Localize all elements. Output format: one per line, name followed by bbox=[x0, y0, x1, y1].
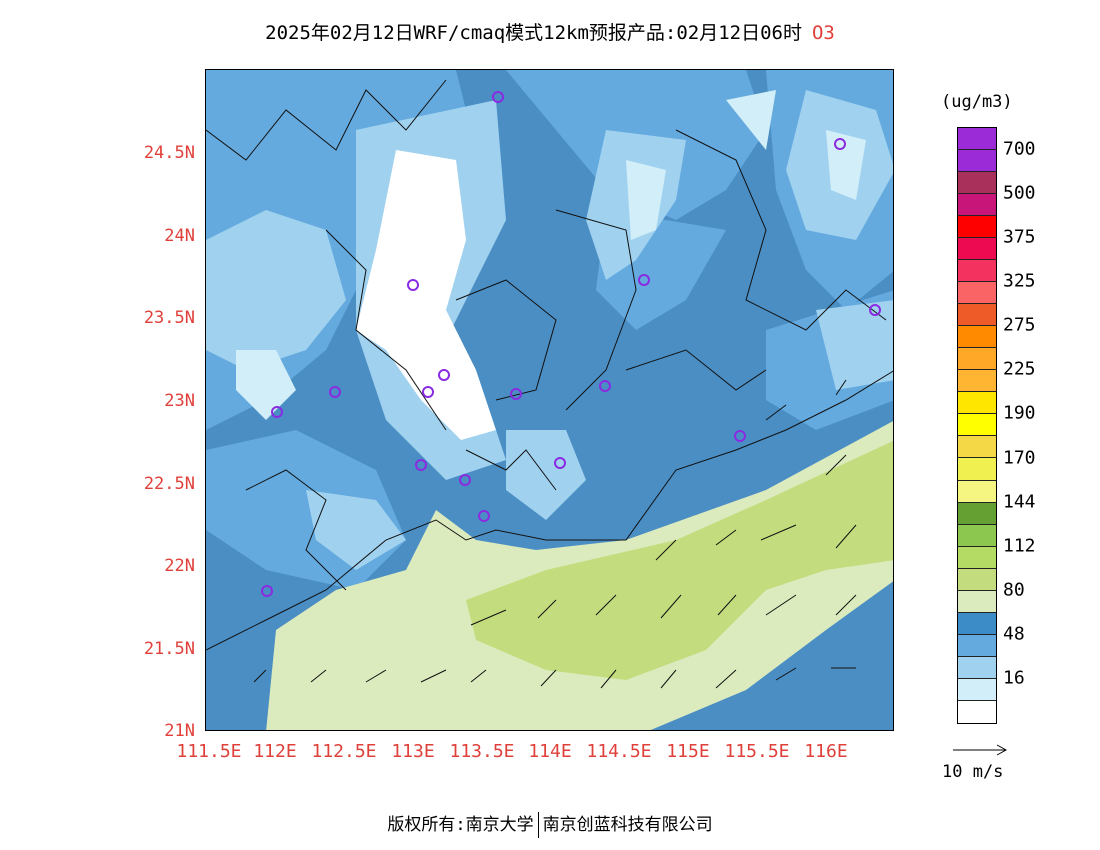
legend-label: 275 bbox=[1003, 314, 1036, 336]
y-tick-label: 22N bbox=[164, 556, 195, 576]
legend-unit: (ug/m3) bbox=[941, 92, 1013, 112]
x-tick-label: 113E bbox=[391, 741, 435, 762]
legend-swatch bbox=[958, 392, 996, 415]
legend-label: 16 bbox=[1003, 667, 1025, 689]
legend-swatch bbox=[958, 634, 996, 657]
x-tick-label: 116E bbox=[804, 741, 848, 762]
y-tick-label: 23.5N bbox=[143, 308, 195, 328]
contour-112-144 bbox=[466, 440, 893, 680]
x-tick-label: 114E bbox=[528, 741, 572, 762]
y-tick-label: 22.5N bbox=[143, 474, 195, 494]
footer-right: 南京创蓝科技有限公司 bbox=[542, 815, 713, 835]
legend-label: 170 bbox=[1003, 447, 1036, 469]
legend-swatch bbox=[958, 700, 996, 723]
legend-label: 700 bbox=[1003, 138, 1036, 160]
legend-swatch bbox=[958, 524, 996, 547]
vector-reference-label: 10 m/s bbox=[942, 762, 1004, 782]
x-tick-label: 112E bbox=[253, 741, 297, 762]
legend-label: 112 bbox=[1003, 535, 1036, 557]
x-tick-label: 115.5E bbox=[724, 741, 790, 762]
y-tick-label: 21N bbox=[164, 721, 195, 741]
contour-white bbox=[356, 150, 496, 440]
footer-left: 版权所有:南京大学 bbox=[387, 815, 534, 835]
ozone-field-map bbox=[206, 70, 893, 730]
contour-ocean-blue bbox=[650, 581, 893, 730]
y-tick-label: 24N bbox=[164, 226, 195, 246]
legend-swatch bbox=[958, 370, 996, 393]
map-panel bbox=[205, 69, 894, 731]
contour-16-48 bbox=[206, 90, 893, 570]
legend-swatch bbox=[958, 612, 996, 635]
legend-label: 225 bbox=[1003, 358, 1036, 380]
x-tick-label: 111.5E bbox=[176, 741, 242, 762]
legend-swatch bbox=[958, 414, 996, 437]
legend-label: 500 bbox=[1003, 182, 1036, 204]
x-tick-label: 115E bbox=[666, 741, 710, 762]
legend-swatch bbox=[958, 326, 996, 349]
legend-swatch bbox=[958, 304, 996, 327]
x-tick-label: 113.5E bbox=[449, 741, 515, 762]
legend-label: 80 bbox=[1003, 579, 1025, 601]
legend-swatch bbox=[958, 150, 996, 173]
legend-swatch bbox=[958, 458, 996, 481]
legend-swatch bbox=[958, 172, 996, 195]
contour-0-16 bbox=[236, 90, 866, 420]
legend-swatch bbox=[958, 480, 996, 503]
legend-label: 48 bbox=[1003, 623, 1025, 645]
x-tick-label: 112.5E bbox=[311, 741, 377, 762]
legend-swatch bbox=[958, 656, 996, 679]
legend-label: 190 bbox=[1003, 402, 1036, 424]
boundary-lines bbox=[206, 79, 893, 651]
legend-swatch bbox=[958, 678, 996, 701]
legend-swatch bbox=[958, 348, 996, 371]
footer-credits: 版权所有:南京大学 南京创蓝科技有限公司 bbox=[0, 810, 1100, 838]
legend-swatch bbox=[958, 128, 996, 151]
color-legend bbox=[957, 127, 997, 724]
footer-separator bbox=[537, 812, 539, 838]
legend-swatch bbox=[958, 502, 996, 525]
legend-label: 144 bbox=[1003, 491, 1036, 513]
legend-swatch bbox=[958, 436, 996, 459]
y-tick-label: 21.5N bbox=[143, 639, 195, 659]
legend-label: 325 bbox=[1003, 270, 1036, 292]
legend-swatch bbox=[958, 194, 996, 217]
legend-swatch bbox=[958, 260, 996, 283]
title-text: 2025年02月12日WRF/cmaq模式12km预报产品:02月12日06时 bbox=[265, 22, 802, 44]
legend-swatch bbox=[958, 590, 996, 613]
vector-reference-arrow bbox=[953, 744, 1008, 756]
y-tick-label: 23N bbox=[164, 391, 195, 411]
legend-swatch bbox=[958, 282, 996, 305]
legend-swatch bbox=[958, 216, 996, 239]
y-tick-label: 24.5N bbox=[143, 143, 195, 163]
legend-swatch bbox=[958, 238, 996, 261]
legend-swatch bbox=[958, 546, 996, 569]
species-label: O3 bbox=[811, 22, 835, 44]
legend-swatch bbox=[958, 568, 996, 591]
station-markers bbox=[261, 91, 881, 597]
wind-vectors bbox=[253, 379, 857, 689]
x-tick-label: 114.5E bbox=[586, 741, 652, 762]
chart-title: 2025年02月12日WRF/cmaq模式12km预报产品:02月12日06时 O… bbox=[0, 18, 1100, 45]
legend-label: 375 bbox=[1003, 226, 1036, 248]
